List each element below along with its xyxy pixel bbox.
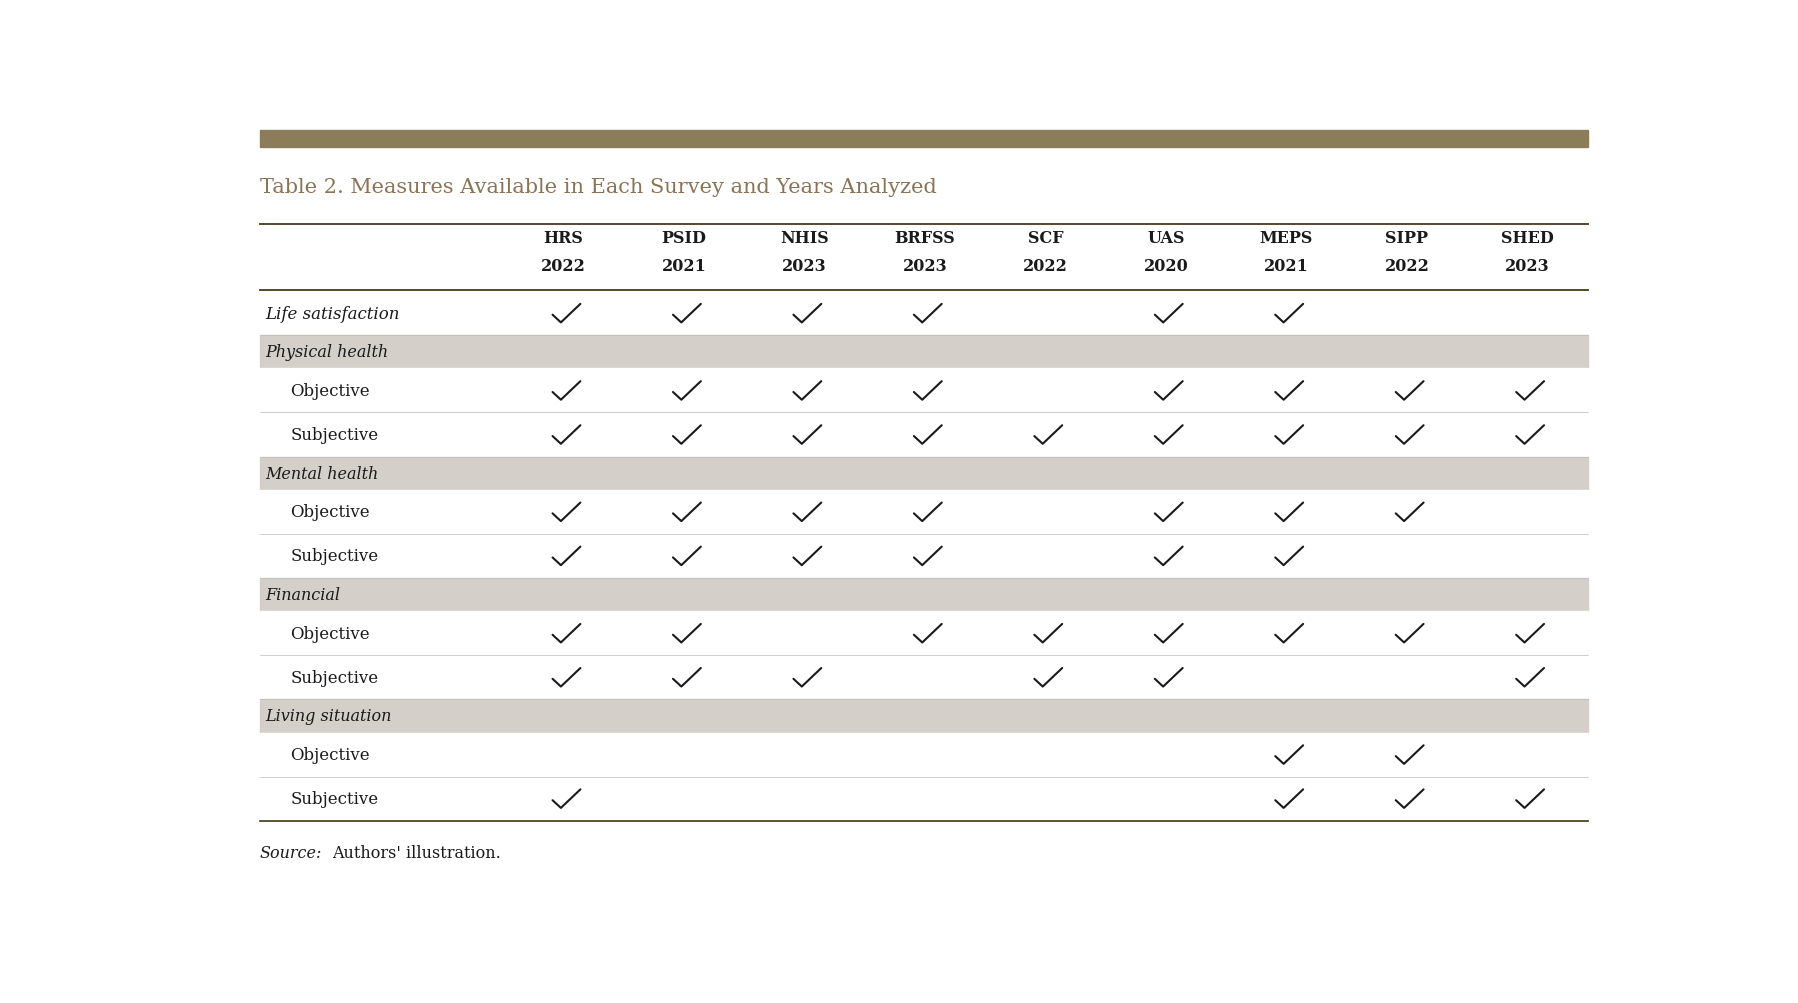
Text: MEPS: MEPS — [1260, 230, 1313, 247]
Text: 2020: 2020 — [1144, 258, 1188, 275]
Text: SCF: SCF — [1028, 230, 1063, 247]
Text: Source:: Source: — [259, 844, 322, 861]
Text: 2021: 2021 — [1264, 258, 1309, 275]
Text: Objective: Objective — [289, 504, 370, 521]
Text: Subjective: Subjective — [289, 790, 378, 807]
Text: Living situation: Living situation — [264, 708, 392, 725]
Bar — [259, 457, 1588, 490]
Bar — [259, 130, 1588, 147]
Text: Financial: Financial — [264, 587, 340, 604]
Text: 2022: 2022 — [541, 258, 586, 275]
Text: Physical health: Physical health — [264, 344, 388, 361]
Bar — [259, 336, 1588, 369]
Bar — [259, 656, 1588, 700]
Text: Subjective: Subjective — [289, 548, 378, 565]
Text: 2023: 2023 — [903, 258, 948, 275]
Bar — [259, 490, 1588, 535]
Text: PSID: PSID — [662, 230, 707, 247]
Text: Authors' illustration.: Authors' illustration. — [333, 844, 502, 861]
Bar — [259, 700, 1588, 733]
Text: BRFSS: BRFSS — [895, 230, 955, 247]
Text: Life satisfaction: Life satisfaction — [264, 305, 399, 322]
Bar — [259, 535, 1588, 579]
Text: NHIS: NHIS — [780, 230, 829, 247]
Text: UAS: UAS — [1147, 230, 1185, 247]
Text: 2022: 2022 — [1023, 258, 1068, 275]
Bar — [259, 369, 1588, 413]
Text: 2023: 2023 — [1505, 258, 1550, 275]
Text: Mental health: Mental health — [264, 465, 378, 482]
Text: SHED: SHED — [1501, 230, 1553, 247]
Text: 2023: 2023 — [782, 258, 827, 275]
Text: Subjective: Subjective — [289, 669, 378, 686]
Bar — [259, 579, 1588, 612]
Text: SIPP: SIPP — [1386, 230, 1428, 247]
Text: Objective: Objective — [289, 746, 370, 763]
Text: Table 2. Measures Available in Each Survey and Years Analyzed: Table 2. Measures Available in Each Surv… — [259, 179, 937, 198]
Bar — [259, 413, 1588, 457]
Text: HRS: HRS — [543, 230, 584, 247]
Bar — [259, 292, 1588, 336]
Text: Objective: Objective — [289, 625, 370, 642]
Text: Subjective: Subjective — [289, 426, 378, 443]
Text: Objective: Objective — [289, 382, 370, 399]
Bar — [259, 777, 1588, 820]
Text: 2022: 2022 — [1384, 258, 1429, 275]
Bar — [259, 733, 1588, 777]
Text: 2021: 2021 — [662, 258, 707, 275]
Bar — [259, 612, 1588, 656]
